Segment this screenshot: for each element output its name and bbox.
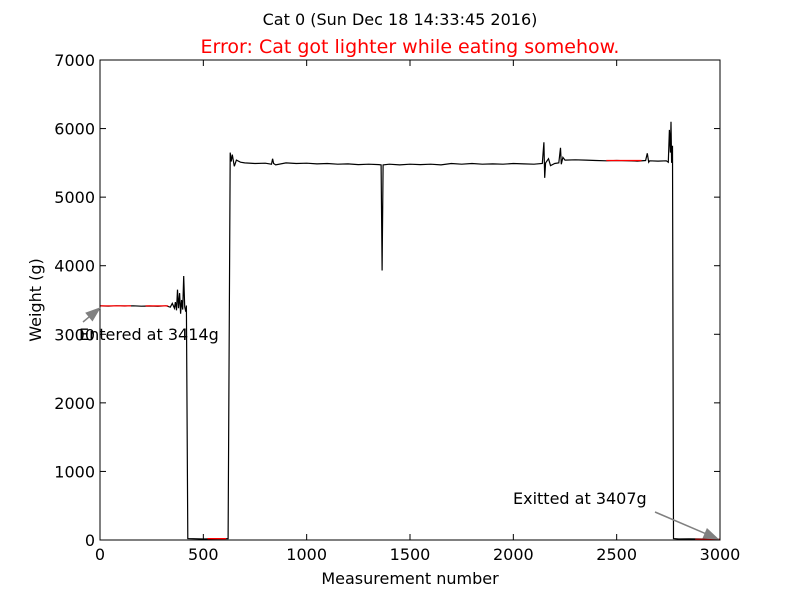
x-tick-label: 3000 bbox=[700, 545, 741, 564]
y-tick-label: 0 bbox=[85, 531, 95, 550]
axis-ticks: 0 500 1000 1500 2000 2500 3000 0 1000 2000 3000 400… bbox=[54, 51, 740, 564]
y-tick-label: 3000 bbox=[54, 325, 95, 344]
y-tick-label: 1000 bbox=[54, 462, 95, 481]
exited-arrow bbox=[654, 511, 720, 540]
exited-annotation: Exitted at 3407g bbox=[513, 489, 647, 508]
y-axis-label: Weight (g) bbox=[26, 258, 45, 341]
y-tick-label: 2000 bbox=[54, 394, 95, 413]
plot-area bbox=[99, 121, 721, 540]
chart-title: Cat 0 (Sun Dec 18 14:33:45 2016) bbox=[263, 10, 538, 29]
entered-arrow bbox=[82, 306, 102, 323]
error-message: Error: Cat got lighter while eating some… bbox=[201, 36, 620, 58]
x-axis-label: Measurement number bbox=[321, 569, 499, 588]
x-tick-label: 500 bbox=[188, 545, 219, 564]
plot-frame bbox=[99, 59, 721, 541]
annotations: Entered at 3414g Exitted at 3407g bbox=[79, 306, 720, 540]
y-tick-label: 6000 bbox=[54, 120, 95, 139]
y-tick-label: 5000 bbox=[54, 188, 95, 207]
x-tick-label: 0 bbox=[95, 545, 105, 564]
x-tick-label: 1000 bbox=[286, 545, 327, 564]
entered-annotation: Entered at 3414g bbox=[79, 325, 219, 344]
y-tick-label: 4000 bbox=[54, 257, 95, 276]
x-tick-label: 2500 bbox=[596, 545, 637, 564]
y-tick-label: 7000 bbox=[54, 51, 95, 70]
x-tick-label: 2000 bbox=[493, 545, 534, 564]
x-tick-label: 1500 bbox=[390, 545, 431, 564]
